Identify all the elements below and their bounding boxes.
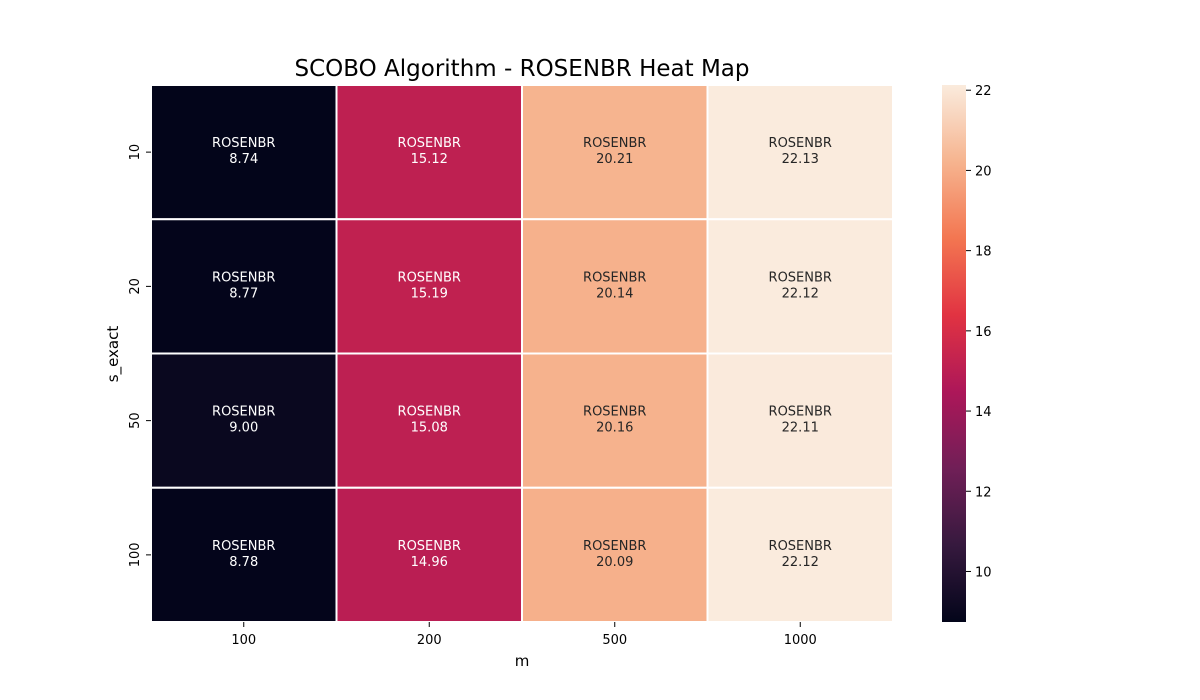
heatmap-cell xyxy=(335,486,523,623)
colorbar xyxy=(942,85,966,622)
cell-value-label: 15.12 xyxy=(411,152,448,167)
colorbar-tick-label: 14 xyxy=(975,405,992,420)
colorbar-tick-label: 10 xyxy=(975,565,992,580)
cell-value-label: 8.78 xyxy=(229,555,258,570)
heatmap-cell xyxy=(706,486,894,623)
cell-series-label: ROSENBR xyxy=(769,405,832,420)
cell-series-label: ROSENBR xyxy=(583,539,646,554)
cell-value-label: 22.12 xyxy=(782,286,819,301)
heatmap-cell xyxy=(335,352,523,489)
cell-value-label: 8.77 xyxy=(229,286,258,301)
colorbar-tick-label: 20 xyxy=(975,164,992,179)
cell-value-label: 20.21 xyxy=(596,152,633,167)
heatmap-cell xyxy=(335,84,523,221)
cell-value-label: 8.74 xyxy=(229,152,258,167)
cell-series-label: ROSENBR xyxy=(212,136,275,151)
x-tick-label: 500 xyxy=(602,633,627,648)
x-tick-label: 1000 xyxy=(784,633,817,648)
colorbar-tick-label: 22 xyxy=(975,84,992,99)
heatmap-cell-labels: ROSENBR8.74ROSENBR15.12ROSENBR20.21ROSEN… xyxy=(212,136,832,570)
cell-value-label: 15.19 xyxy=(411,286,448,301)
cell-series-label: ROSENBR xyxy=(583,270,646,285)
x-axis-label: m xyxy=(515,652,530,670)
chart-title: SCOBO Algorithm - ROSENBR Heat Map xyxy=(294,56,749,82)
heatmap-cell xyxy=(150,218,338,355)
x-axis-ticks: 100 200 500 1000 xyxy=(231,622,817,648)
cell-value-label: 20.16 xyxy=(596,421,633,436)
x-tick-label: 100 xyxy=(231,633,256,648)
heatmap-cell xyxy=(335,218,523,355)
cell-series-label: ROSENBR xyxy=(398,405,461,420)
cell-series-label: ROSENBR xyxy=(212,270,275,285)
x-tick-label: 200 xyxy=(417,633,442,648)
cell-series-label: ROSENBR xyxy=(583,136,646,151)
cell-series-label: ROSENBR xyxy=(769,270,832,285)
cell-value-label: 22.11 xyxy=(782,421,819,436)
y-tick-label: 100 xyxy=(128,542,143,567)
cell-value-label: 22.12 xyxy=(782,555,819,570)
cell-series-label: ROSENBR xyxy=(398,136,461,151)
cell-series-label: ROSENBR xyxy=(212,405,275,420)
heatmap-cell xyxy=(706,352,894,489)
cell-series-label: ROSENBR xyxy=(583,405,646,420)
cell-series-label: ROSENBR xyxy=(398,270,461,285)
colorbar-ticks: 10 12 14 16 18 20 22 xyxy=(966,84,992,580)
heatmap-cell xyxy=(706,218,894,355)
y-tick-label: 50 xyxy=(128,412,143,429)
cell-series-label: ROSENBR xyxy=(212,539,275,554)
y-tick-label: 20 xyxy=(128,278,143,295)
cell-value-label: 20.09 xyxy=(596,555,633,570)
cell-series-label: ROSENBR xyxy=(769,539,832,554)
y-axis-label: s_exact xyxy=(104,326,123,383)
cell-value-label: 14.96 xyxy=(411,555,448,570)
colorbar-tick-label: 12 xyxy=(975,485,992,500)
y-axis-ticks: 10 20 50 100 xyxy=(128,144,151,567)
cell-series-label: ROSENBR xyxy=(398,539,461,554)
colorbar-tick-label: 16 xyxy=(975,325,992,340)
cell-value-label: 20.14 xyxy=(596,286,633,301)
y-tick-label: 10 xyxy=(128,144,143,161)
heatmap-cells xyxy=(150,84,894,623)
heatmap-cell xyxy=(150,84,338,221)
heatmap-cell xyxy=(706,84,894,221)
cell-value-label: 15.08 xyxy=(411,421,448,436)
cell-value-label: 22.13 xyxy=(782,152,819,167)
cell-value-label: 9.00 xyxy=(229,421,258,436)
heatmap-cell xyxy=(150,486,338,623)
cell-series-label: ROSENBR xyxy=(769,136,832,151)
colorbar-tick-label: 18 xyxy=(975,245,992,260)
heatmap-cell xyxy=(521,84,709,221)
